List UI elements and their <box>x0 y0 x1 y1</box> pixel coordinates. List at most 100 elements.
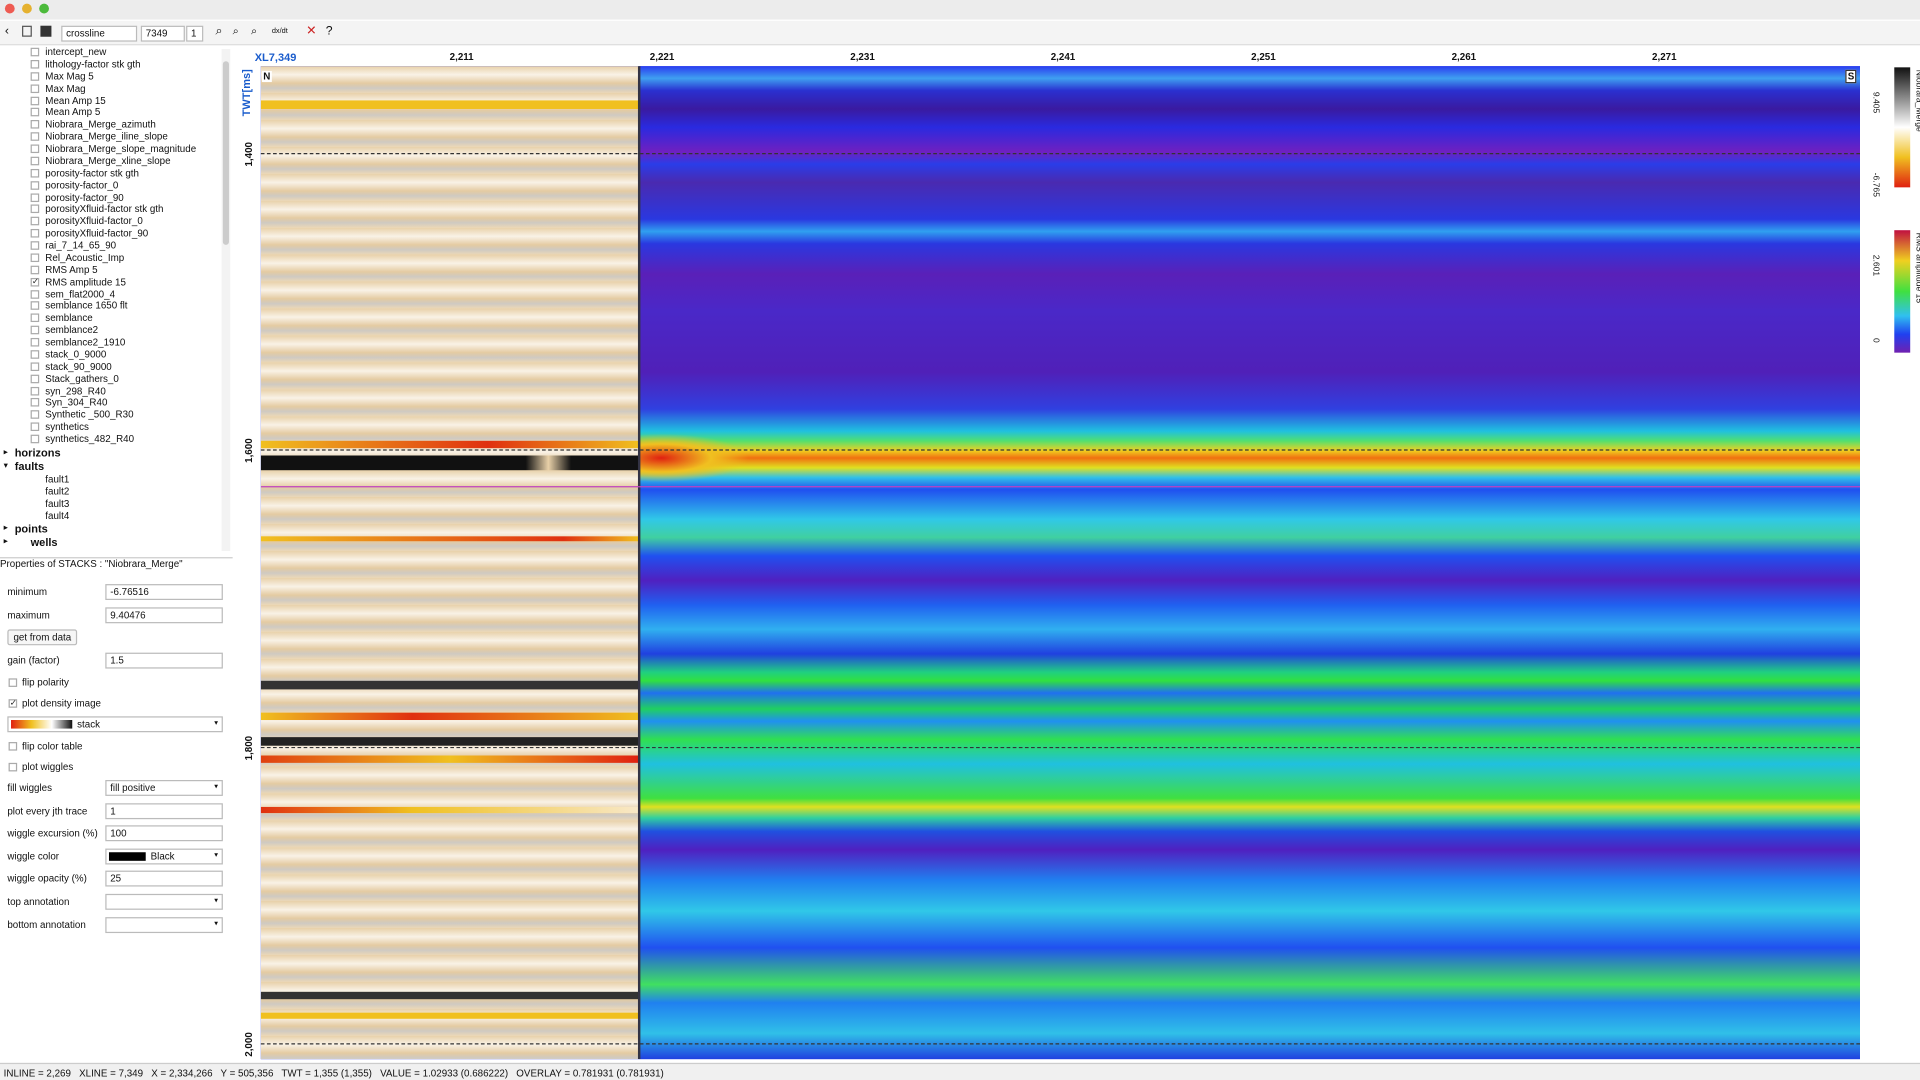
checkbox[interactable] <box>30 168 40 178</box>
select[interactable]: ▾ <box>105 917 223 934</box>
minimize-button[interactable] <box>22 3 32 14</box>
button[interactable]: get from data <box>7 629 78 646</box>
check-label[interactable]: plot density image <box>22 697 102 709</box>
layer-item[interactable]: synthetics <box>45 421 89 433</box>
checkbox[interactable] <box>30 313 40 323</box>
layer-item[interactable]: porosityXfluid-factor_0 <box>45 215 143 227</box>
checkbox[interactable] <box>30 192 40 202</box>
checkbox[interactable] <box>30 410 40 420</box>
checkbox[interactable] <box>30 253 40 262</box>
layer-item[interactable]: lithology-factor stk gth <box>45 58 141 70</box>
expander[interactable]: ▾ <box>3 461 8 471</box>
layer-item[interactable]: porosityXfluid-factor stk gth <box>45 203 164 215</box>
checkbox[interactable] <box>30 241 40 250</box>
checkbox[interactable] <box>8 742 18 751</box>
text-field[interactable]: 100 <box>105 825 223 842</box>
checkbox[interactable] <box>30 337 40 347</box>
seismic-section[interactable] <box>260 66 1861 1060</box>
layer-item[interactable]: sem_flat2000_4 <box>45 288 116 300</box>
checkbox[interactable] <box>30 156 40 166</box>
layer-item[interactable]: Syn_304_R40 <box>45 397 108 409</box>
expander[interactable]: ▸ <box>3 537 8 546</box>
close-button[interactable] <box>4 3 15 14</box>
checkbox[interactable] <box>30 132 40 141</box>
layer-item[interactable]: fault1 <box>45 473 70 485</box>
checkbox[interactable] <box>30 362 40 371</box>
expander[interactable]: ▸ <box>3 448 8 457</box>
save-button[interactable] <box>40 25 52 37</box>
line-input[interactable]: 7349 <box>140 25 185 42</box>
layer-item[interactable]: semblance <box>45 312 93 324</box>
text-field[interactable]: 9.40476 <box>105 607 223 624</box>
tree-group[interactable]: points <box>14 522 48 535</box>
text-field[interactable]: 1 <box>105 803 223 820</box>
copy-button[interactable] <box>22 25 32 37</box>
layer-item[interactable]: Rel_Acoustic_Imp <box>45 252 125 264</box>
scroll-thumb[interactable] <box>222 61 229 245</box>
layer-item[interactable]: rai_7_14_65_90 <box>45 240 117 252</box>
text-field[interactable]: 1.5 <box>105 652 223 669</box>
layer-item[interactable]: intercept_new <box>45 46 107 58</box>
check-label[interactable]: flip polarity <box>22 677 69 689</box>
checkbox[interactable] <box>30 96 40 105</box>
checkbox[interactable] <box>30 180 40 190</box>
layer-item[interactable]: Niobrara_Merge_iline_slope <box>45 131 168 143</box>
layer-item[interactable]: porosity-factor_90 <box>45 191 124 203</box>
checkbox[interactable] <box>30 84 40 93</box>
layer-item[interactable]: fault3 <box>45 498 70 510</box>
help-button[interactable]: ? <box>325 24 333 38</box>
text-field[interactable]: 25 <box>105 870 223 887</box>
layer-item[interactable]: fault4 <box>45 510 70 522</box>
zoom-button[interactable]: ⌕ <box>215 24 223 38</box>
layer-item[interactable]: Mean Amp 5 <box>45 106 101 119</box>
layer-item[interactable]: semblance2 <box>45 324 99 336</box>
checkbox[interactable] <box>30 422 40 432</box>
text-field[interactable]: -6.76516 <box>105 584 223 600</box>
pick-button[interactable]: ✕ <box>306 24 317 38</box>
checkbox[interactable]: ✓ <box>30 277 40 287</box>
checkbox[interactable] <box>30 350 40 359</box>
select[interactable]: ▾ <box>105 893 223 910</box>
layer-item[interactable]: Max Mag <box>45 82 86 94</box>
zoom-out-button[interactable]: ⌕ <box>251 24 258 37</box>
tree-group[interactable]: faults <box>14 460 45 473</box>
layer-item[interactable]: semblance2_1910 <box>45 336 126 348</box>
layer-item[interactable]: semblance 1650 flt <box>45 300 128 312</box>
layer-item[interactable]: Mean Amp 15 <box>45 94 106 106</box>
checkbox[interactable] <box>30 398 40 407</box>
layer-item[interactable]: Max Mag 5 <box>45 70 94 82</box>
zoom-in-button[interactable]: ⌕ <box>232 24 239 37</box>
checkbox[interactable] <box>30 204 40 214</box>
select[interactable]: ▾ stack <box>7 716 223 733</box>
expander[interactable]: ▸ <box>3 523 8 533</box>
layer-item[interactable]: syn_298_R40 <box>45 385 106 397</box>
checkbox[interactable] <box>30 59 40 69</box>
layer-item[interactable]: Niobrara_Merge_slope_magnitude <box>45 143 197 155</box>
layer-item[interactable]: RMS amplitude 15 <box>45 276 126 288</box>
checkbox[interactable] <box>30 386 40 395</box>
checkbox[interactable] <box>8 678 18 687</box>
layer-item[interactable]: Stack_gathers_0 <box>45 373 119 385</box>
mode-select[interactable]: crossline <box>61 25 138 42</box>
back-button[interactable]: ‹ <box>4 24 9 38</box>
check-label[interactable]: flip color table <box>22 740 83 752</box>
checkbox[interactable] <box>30 434 40 444</box>
tree-group[interactable]: wells <box>30 535 58 549</box>
tree-group[interactable]: horizons <box>14 446 61 460</box>
checkbox[interactable] <box>30 289 40 299</box>
checkbox[interactable] <box>30 265 40 274</box>
checkbox[interactable] <box>8 762 18 772</box>
layer-item[interactable]: synthetics_482_R40 <box>45 433 135 445</box>
layer-item[interactable]: Niobrara_Merge_azimuth <box>45 119 156 131</box>
checkbox[interactable] <box>30 47 40 57</box>
layer-item[interactable]: porosity-factor stk gth <box>45 167 139 179</box>
checkbox[interactable] <box>30 144 40 154</box>
layer-item[interactable]: porosity-factor_0 <box>45 179 119 191</box>
checkbox[interactable] <box>30 229 40 238</box>
layer-item[interactable]: stack_90_9000 <box>45 360 112 372</box>
checkbox[interactable] <box>30 108 40 117</box>
checkbox[interactable] <box>30 374 40 383</box>
checkbox[interactable] <box>30 120 40 129</box>
checkbox[interactable] <box>30 301 40 311</box>
checkbox[interactable] <box>30 325 40 335</box>
